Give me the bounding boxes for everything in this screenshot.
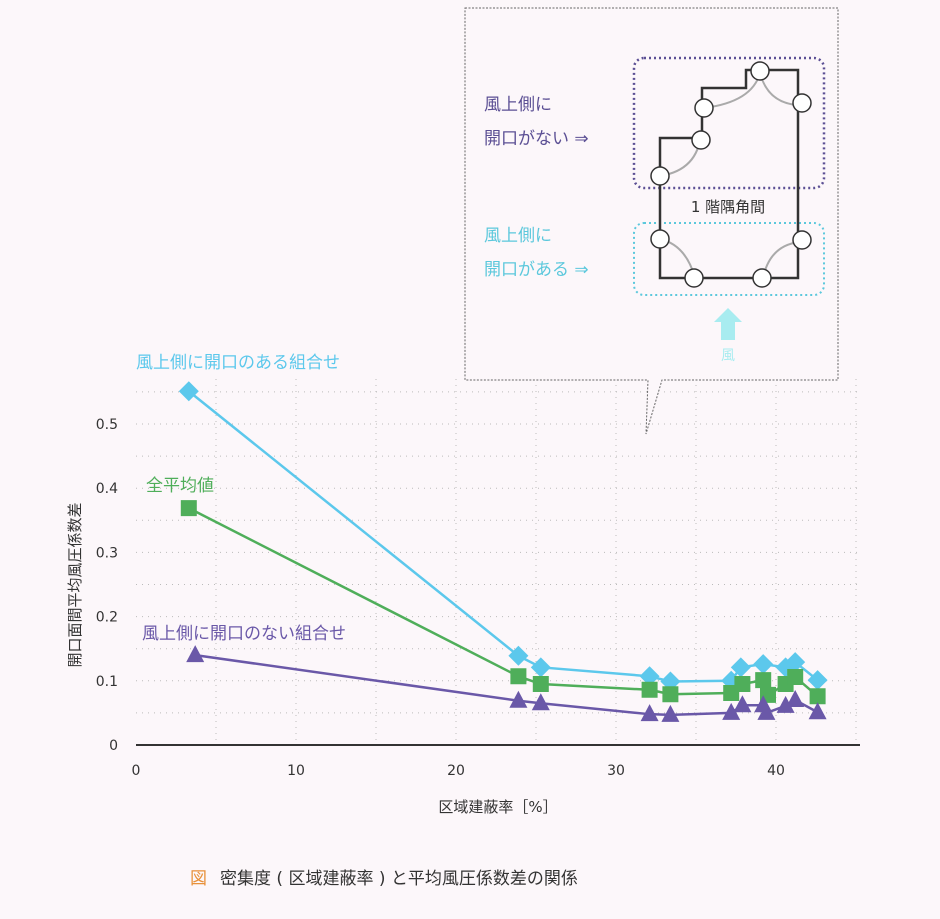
data-point-triangle [757,702,776,720]
data-point-diamond [530,657,551,678]
wind-arrow-icon [714,308,742,340]
ticks: 0 10 20 30 40 0 0.1 0.2 0.3 0.4 0.5 [96,417,785,779]
data-point-triangle [661,704,680,722]
data-point-triangle [186,645,205,663]
data-point-diamond [639,666,660,687]
data-point-triangle [640,704,659,722]
series-line-triangle [195,653,819,717]
with-opening-label-1: 風上側に [484,226,552,246]
legend-with-opening: 風上側に開口のある組合せ [136,353,340,373]
data-point-square [532,676,549,693]
series [178,381,828,722]
caption: 密集度 ( 区域建蔽率 ) と平均風圧係数差の関係 [220,869,578,889]
y-tick-label: 0.5 [96,417,118,433]
data-point-diamond [178,381,199,402]
data-point-triangle [776,695,795,713]
data-point-diamond [785,652,806,673]
y-tick-label: 0.3 [96,545,118,561]
with-opening-region [633,222,825,296]
data-point-square [787,668,804,685]
caption-marker: 図 [190,869,207,889]
data-point-square [641,681,658,698]
x-tick-label: 0 [132,763,141,779]
data-point-square [662,686,679,703]
data-point-square [755,672,772,689]
legend-average: 全平均値 [146,476,214,496]
data-point-square [180,500,197,517]
data-point-triangle [531,693,550,711]
y-tick-label: 0.2 [96,610,118,626]
x-tick-label: 40 [767,763,785,779]
x-tick-label: 30 [607,763,625,779]
legend-no-opening: 風上側に開口のない組合せ [142,624,346,644]
opening-markers [650,61,812,288]
grid [136,379,860,745]
no-opening-label-2: 開口がない ⇒ [484,129,589,149]
x-axis-label: 区域建蔽率［%］ [438,798,557,816]
y-tick-label: 0.4 [96,481,118,497]
data-point-diamond [807,670,828,691]
room-label: 1 階隅角間 [691,198,765,216]
x-tick-label: 10 [287,763,305,779]
x-tick-label: 20 [447,763,465,779]
y-tick-label: 0 [109,738,118,754]
data-point-square [809,688,826,705]
room-outline [658,68,800,280]
with-opening-label-2: 開口がある ⇒ [484,260,589,280]
data-point-diamond [730,657,751,678]
data-point-diamond [753,654,774,675]
wind-label: 風 [721,348,735,364]
data-point-diamond [508,645,529,666]
y-axis-label: 開口面間平均風圧係数差 [66,502,84,667]
data-point-triangle [786,690,805,708]
data-point-triangle [733,695,752,713]
data-point-square [734,676,751,693]
y-tick-label: 0.1 [96,674,118,690]
no-opening-label-1: 風上側に [484,95,552,115]
data-point-square [510,668,527,685]
no-opening-region [632,56,826,190]
data-point-triangle [808,702,827,720]
inset-diagram: 1 階隅角間 風上側に 開口がない ⇒ 風上側に 開口がある ⇒ 風 [464,7,839,435]
data-point-triangle [722,702,741,720]
data-point-triangle [509,690,528,708]
